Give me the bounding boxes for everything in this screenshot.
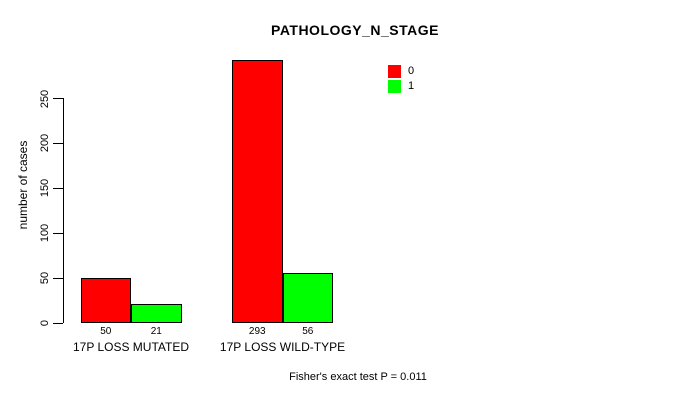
bar-value-label: 21 <box>150 326 162 337</box>
y-tick-label: 250 <box>39 89 51 108</box>
y-tick-label: 50 <box>39 271 51 285</box>
y-tick-mark <box>53 232 63 234</box>
y-tick-label: 100 <box>39 224 51 243</box>
legend-item-0: 0 <box>388 64 414 79</box>
y-tick-mark <box>53 277 63 279</box>
category-label: 17P LOSS WILD-TYPE <box>219 340 346 354</box>
y-tick-mark <box>53 187 63 189</box>
bar-0-2 <box>232 59 283 323</box>
stat-annotation: Fisher's exact test P = 0.011 <box>289 371 427 383</box>
bar-1-1 <box>131 304 182 323</box>
legend-label: 1 <box>408 80 415 92</box>
y-tick-mark <box>53 98 63 99</box>
bar-value-label: 293 <box>248 326 266 337</box>
y-axis-line <box>63 98 64 323</box>
chart-title: PATHOLOGY_N_STAGE <box>271 22 439 38</box>
y-tick-label: 0 <box>39 319 51 327</box>
bar-value-label: 50 <box>100 326 112 337</box>
y-tick-label: 150 <box>39 179 51 198</box>
bar-1-2 <box>282 272 333 323</box>
category-label: 17P LOSS MUTATED <box>72 340 190 354</box>
y-axis-label: number of cases <box>16 140 30 230</box>
legend-item-1: 1 <box>388 79 414 94</box>
legend-label: 0 <box>408 65 415 77</box>
bar-value-label: 56 <box>302 326 314 337</box>
y-tick-label: 200 <box>39 134 51 153</box>
legend-swatch-icon <box>388 65 401 78</box>
y-tick-mark <box>53 322 63 324</box>
legend-swatch-icon <box>388 80 401 93</box>
bar-0-1 <box>80 278 131 323</box>
y-tick-mark <box>53 142 63 144</box>
